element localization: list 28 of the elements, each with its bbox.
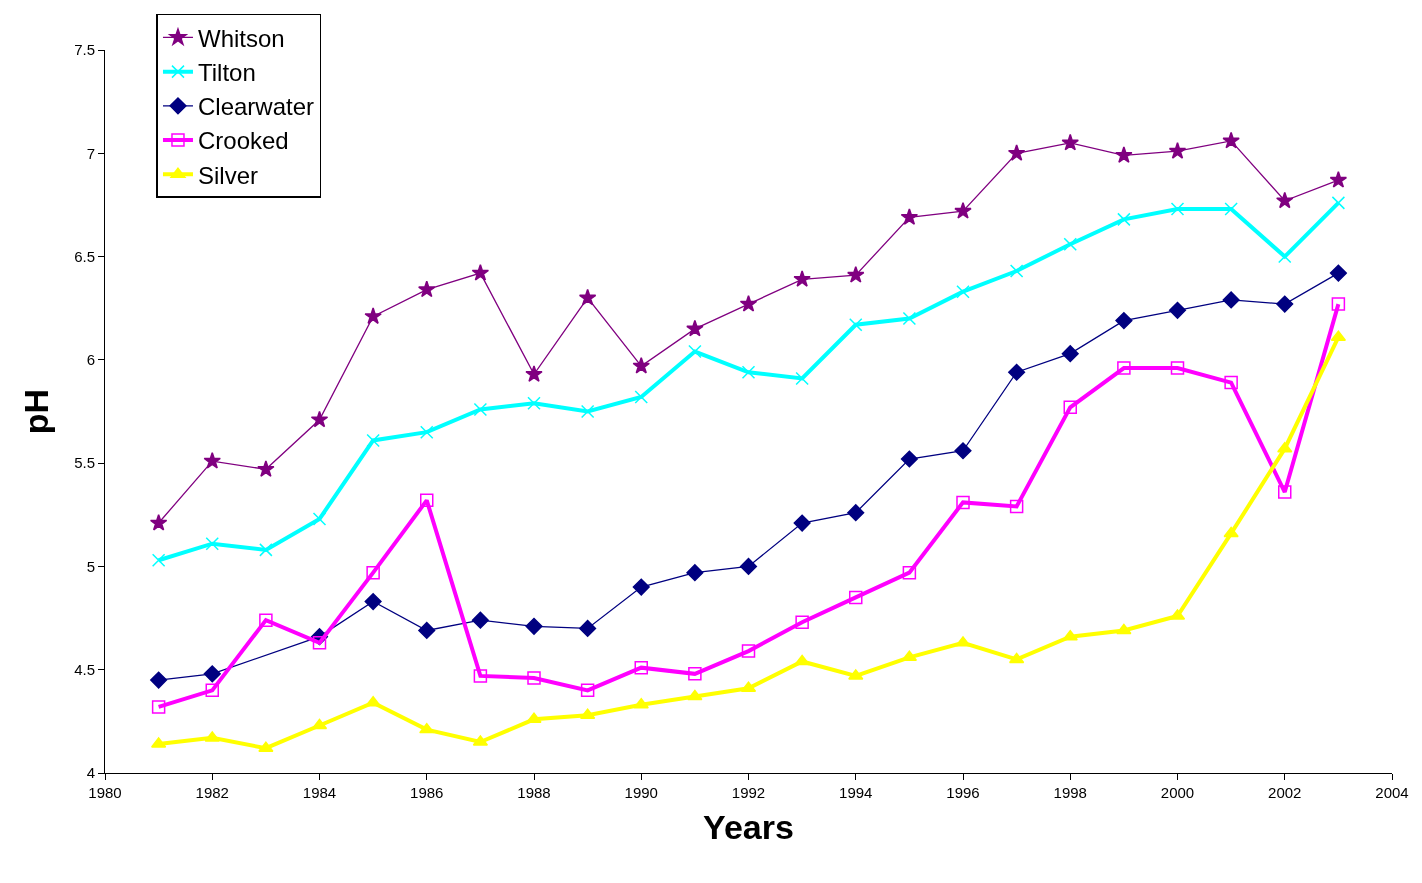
x-tick-label: 1996	[946, 784, 980, 801]
x-tick-label: 1982	[195, 784, 229, 801]
y-axis-title: pH	[16, 388, 55, 435]
legend-label: Silver	[197, 161, 258, 189]
x-tick-label: 2000	[1160, 784, 1195, 801]
legend-label: Tilton	[197, 59, 256, 87]
legend-label: Clearwater	[197, 93, 315, 121]
x-tick-label: 1998	[1053, 784, 1087, 801]
x-tick-label: 2002	[1268, 784, 1302, 801]
legend-label: Whitson	[197, 24, 285, 52]
x-tick-label: 1986	[410, 784, 444, 801]
legend-label: Crooked	[197, 127, 289, 155]
y-tick-label: 6.5	[74, 247, 95, 265]
y-tick-label: 4.5	[74, 660, 95, 678]
y-tick-label: 4	[86, 764, 95, 782]
x-tick-label: 1980	[88, 784, 122, 801]
x-tick-label: 1992	[731, 784, 766, 801]
x-tick-label: 2004	[1375, 784, 1409, 801]
y-tick-label: 5	[86, 557, 95, 575]
x-tick-label: 1994	[839, 784, 873, 801]
x-tick-label: 1984	[302, 784, 337, 801]
x-tick-label: 1988	[517, 784, 551, 801]
y-tick-label: 7	[86, 144, 95, 162]
y-tick-label: 5.5	[74, 454, 95, 472]
x-tick-label: 1990	[624, 784, 658, 801]
x-axis-title: Years	[703, 808, 794, 847]
y-tick-label: 7.5	[74, 41, 95, 59]
y-tick-label: 6	[86, 351, 95, 369]
